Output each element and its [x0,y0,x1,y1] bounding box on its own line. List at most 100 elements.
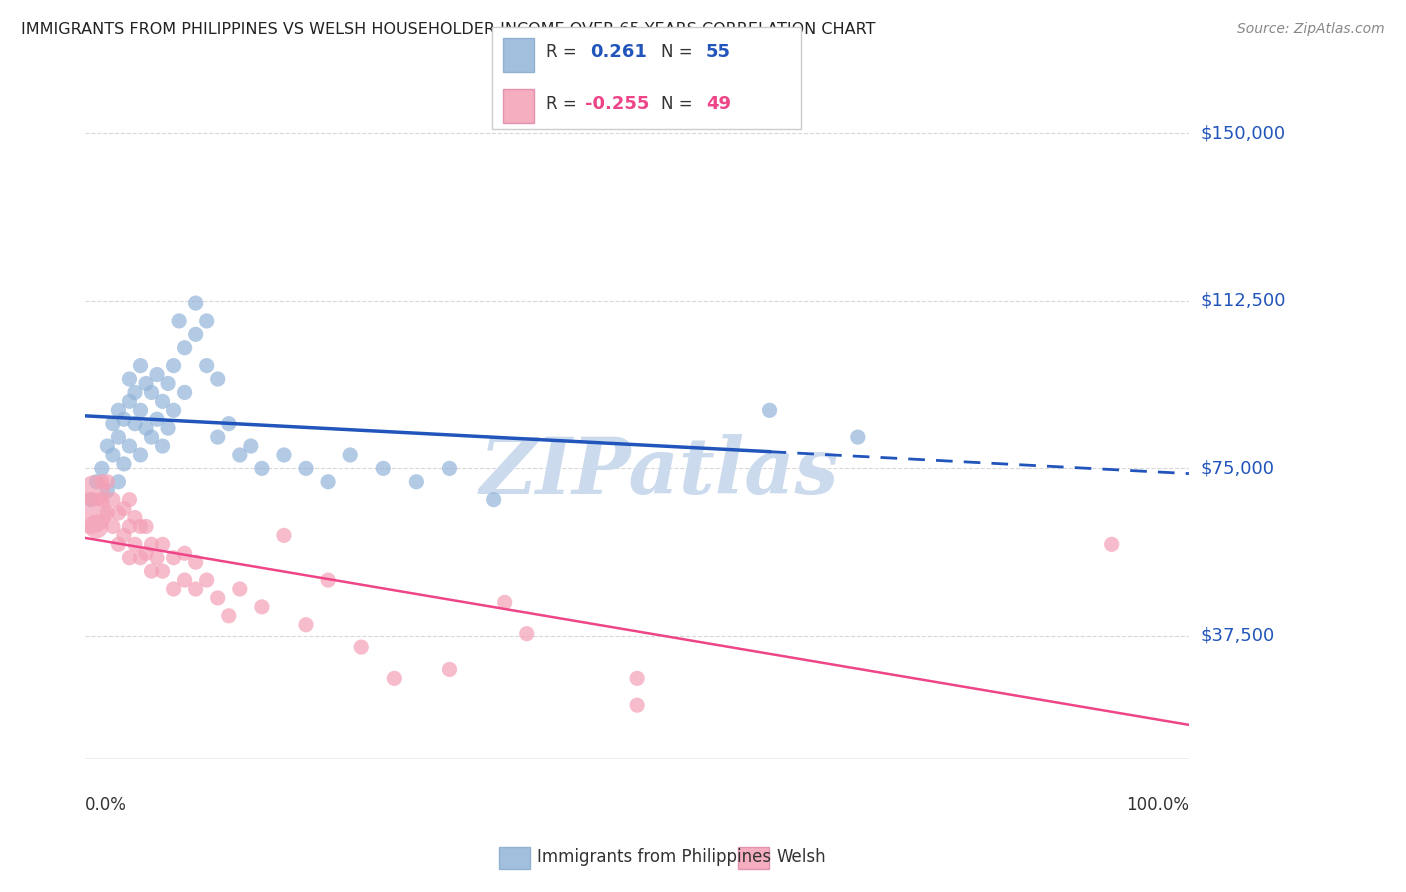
Point [96,483,118,498]
Text: $150,000: $150,000 [1201,124,1285,143]
Text: -0.255: -0.255 [585,95,650,112]
Point [152,564,174,578]
Point [207,591,229,605]
Point [339,448,361,462]
Point [229,448,252,462]
Point [626,698,648,713]
Point [173,546,195,560]
Point [101,492,124,507]
Point [184,296,207,310]
Point [86,475,108,489]
Point [316,475,339,489]
Point [96,475,118,489]
Point [118,439,141,453]
Point [162,359,184,373]
Point [90,492,112,507]
Point [124,385,146,400]
Point [626,671,648,685]
Point [129,519,152,533]
Point [184,327,207,342]
Point [758,403,780,417]
Point [112,528,135,542]
Text: 49: 49 [706,95,731,112]
Text: Welsh: Welsh [776,848,825,866]
Point [229,582,252,596]
Point [162,550,184,565]
Point [118,550,141,565]
Point [250,599,273,614]
Point [86,519,108,533]
Point [152,537,174,551]
Point [373,461,395,475]
Point [316,573,339,587]
Point [146,550,169,565]
Point [135,376,157,391]
Point [118,372,141,386]
Point [101,519,124,533]
Point [112,501,135,516]
Point [273,528,295,542]
Point [405,475,427,489]
Point [162,582,184,596]
Text: 100.0%: 100.0% [1126,797,1189,814]
Point [295,617,318,632]
Point [152,439,174,453]
Point [90,461,112,475]
Text: ZIPatlas: ZIPatlas [479,434,839,511]
Point [83,483,105,498]
Text: 0.261: 0.261 [591,44,647,62]
Text: 0.0%: 0.0% [86,797,127,814]
Point [141,430,163,444]
Text: N =: N = [661,44,692,62]
Point [350,640,373,654]
Point [135,421,157,435]
Point [195,573,218,587]
Point [295,461,318,475]
Point [846,430,869,444]
Point [146,368,169,382]
Point [482,492,505,507]
Point [494,595,516,609]
Point [173,385,195,400]
Point [141,564,163,578]
Point [218,417,240,431]
Point [118,492,141,507]
Point [124,417,146,431]
Point [167,314,190,328]
Point [173,573,195,587]
Text: $75,000: $75,000 [1201,459,1274,477]
Point [124,537,146,551]
Point [118,394,141,409]
Point [141,537,163,551]
Point [96,506,118,520]
Point [516,626,538,640]
Point [129,448,152,462]
Text: $112,500: $112,500 [1201,292,1285,310]
Text: Source: ZipAtlas.com: Source: ZipAtlas.com [1237,22,1385,37]
Point [118,519,141,533]
Point [184,582,207,596]
Point [146,412,169,426]
Point [141,385,163,400]
Point [107,430,129,444]
Point [80,506,103,520]
Point [152,394,174,409]
Point [112,457,135,471]
Point [157,421,180,435]
Point [207,430,229,444]
Point [129,359,152,373]
Point [135,546,157,560]
Text: IMMIGRANTS FROM PHILIPPINES VS WELSH HOUSEHOLDER INCOME OVER 65 YEARS CORRELATIO: IMMIGRANTS FROM PHILIPPINES VS WELSH HOU… [21,22,876,37]
Point [101,448,124,462]
Point [162,403,184,417]
Point [207,372,229,386]
Point [382,671,405,685]
Point [173,341,195,355]
Text: R =: R = [546,95,576,112]
Point [439,461,461,475]
Point [107,475,129,489]
Point [273,448,295,462]
Point [135,519,157,533]
Point [96,439,118,453]
Point [239,439,262,453]
